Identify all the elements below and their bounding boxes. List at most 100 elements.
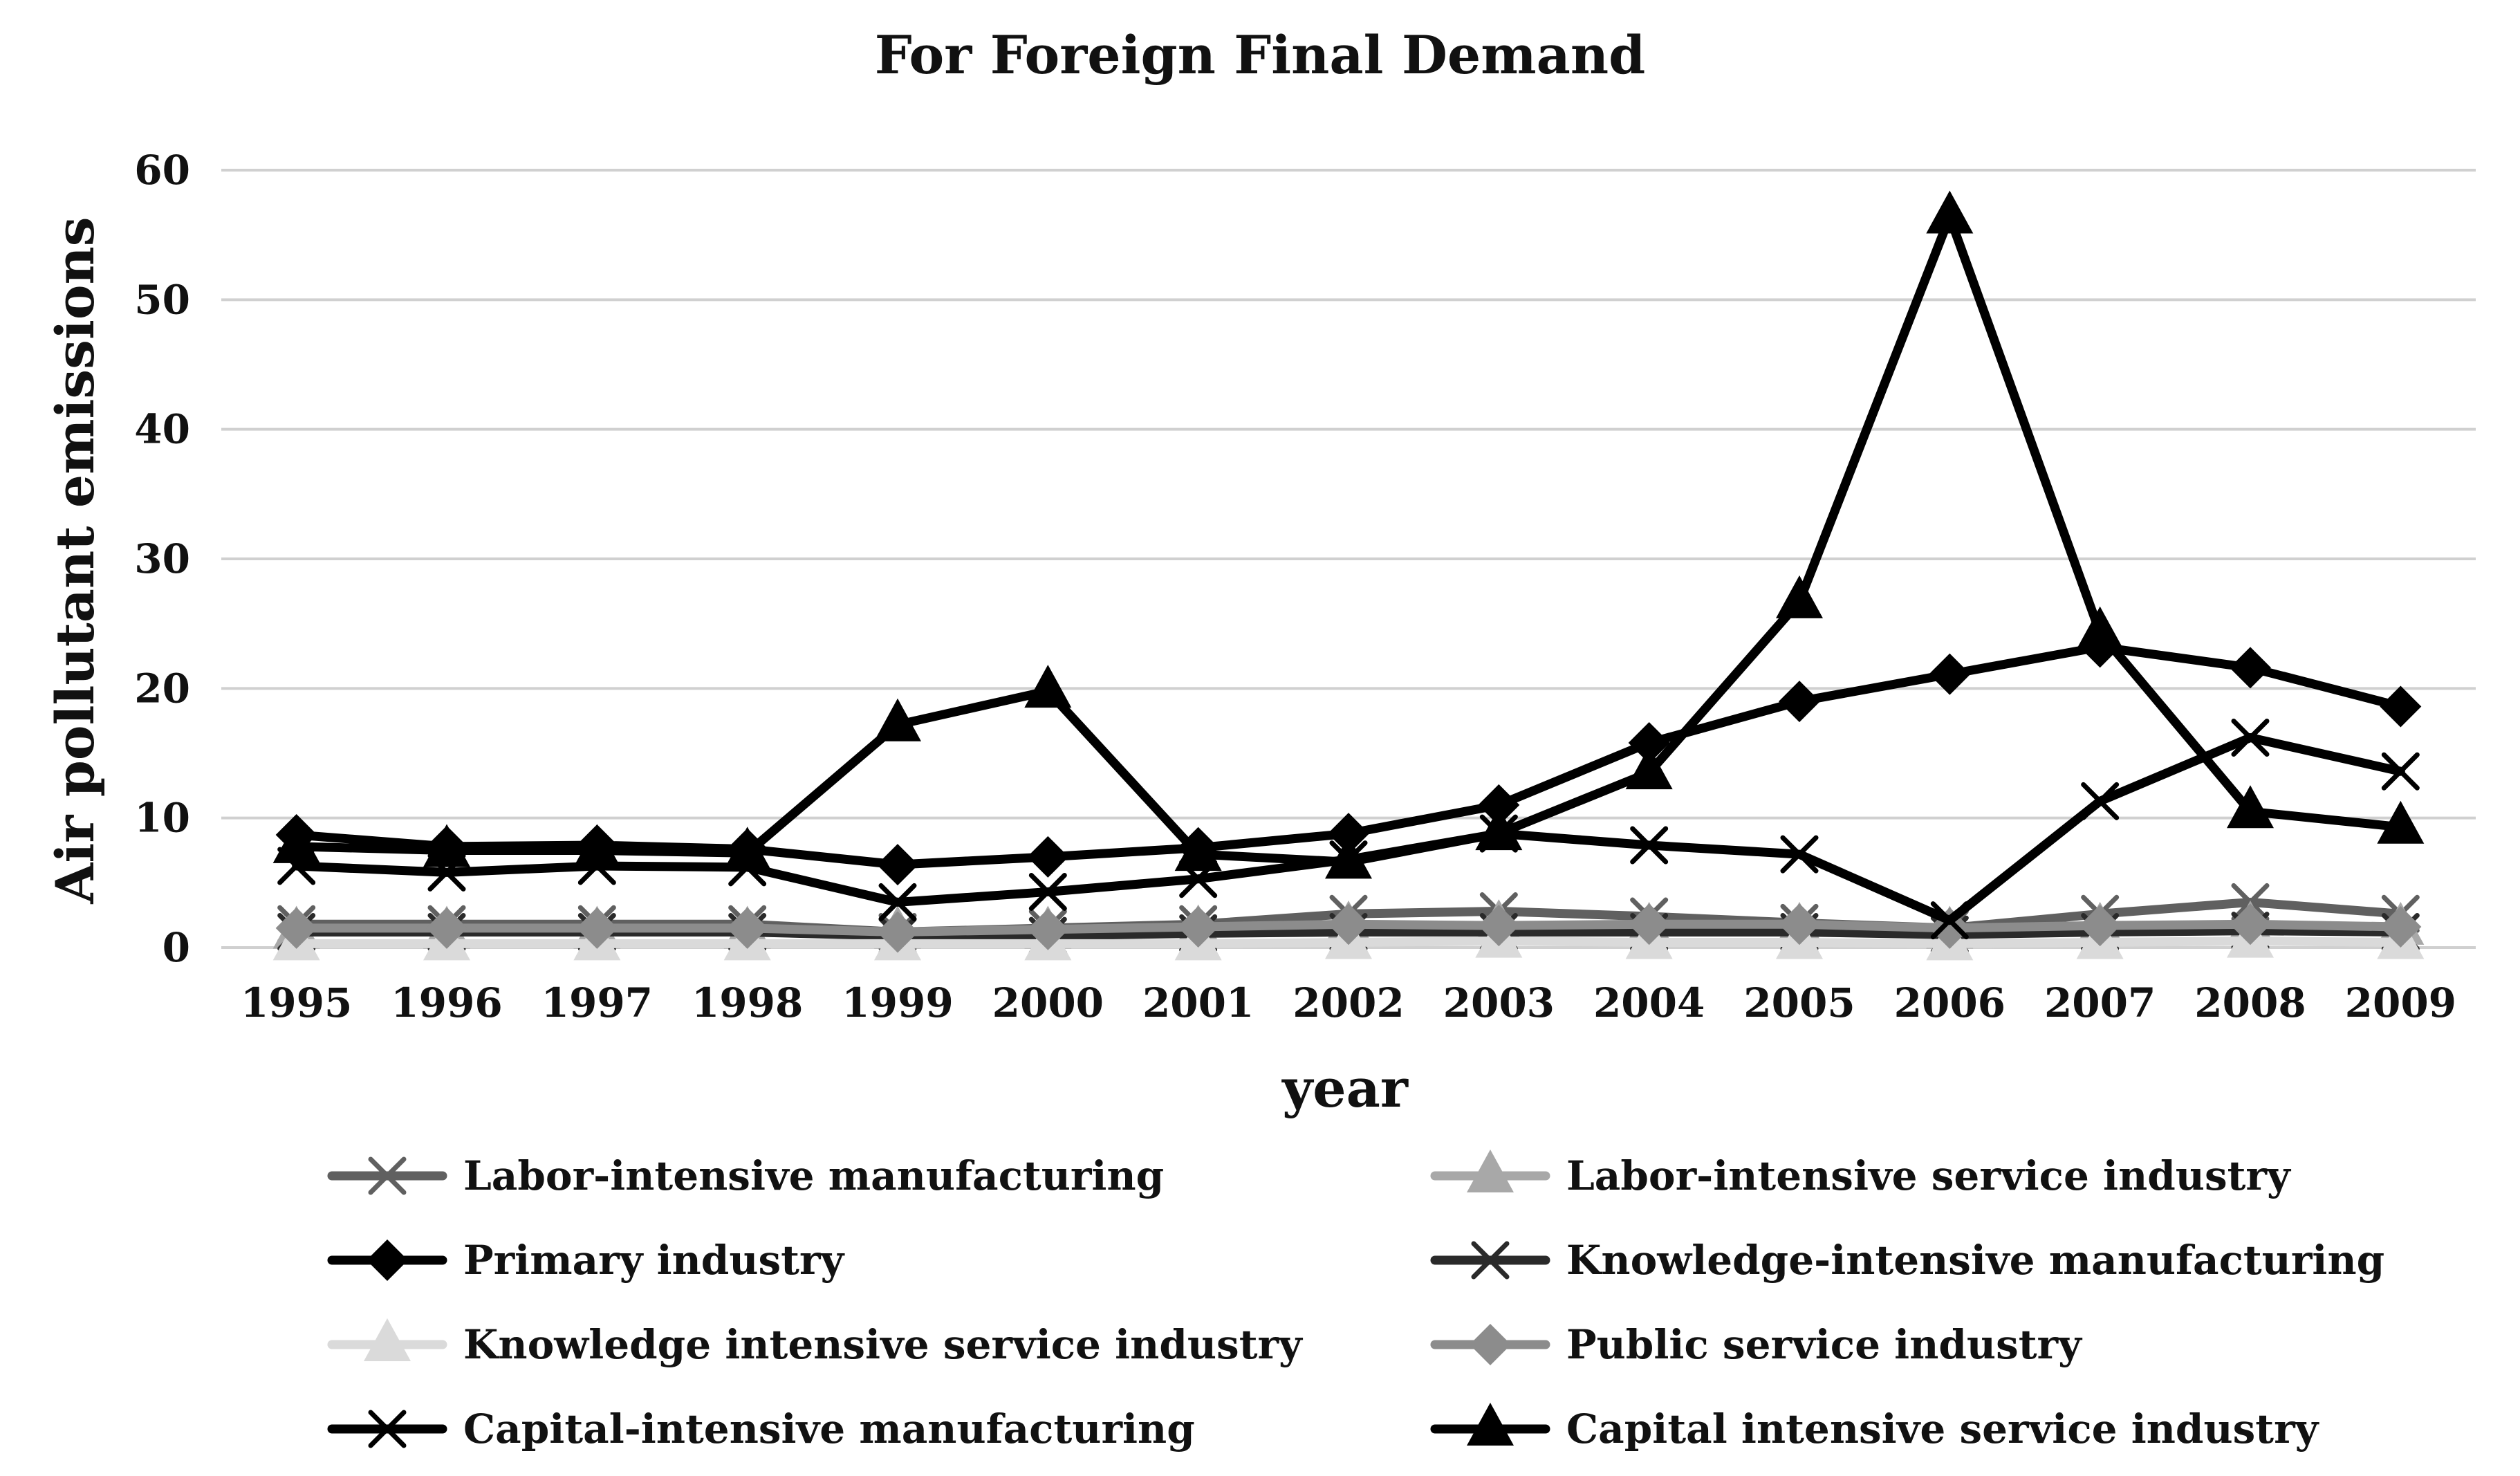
data-point xyxy=(1328,903,1369,945)
data-point xyxy=(573,824,621,867)
x-tick-label: 2008 xyxy=(2194,979,2306,1026)
y-tick-label: 60 xyxy=(134,147,190,194)
data-point xyxy=(1779,903,1820,945)
data-point xyxy=(2377,800,2425,844)
x-tick-label: 1996 xyxy=(391,979,502,1026)
legend-marker xyxy=(367,1239,408,1281)
data-point xyxy=(1177,906,1219,948)
y-tick-label: 50 xyxy=(134,276,190,323)
x-tick-label: 1997 xyxy=(541,979,653,1026)
y-tick-label: 20 xyxy=(134,665,190,712)
data-point xyxy=(1478,784,1520,826)
grid xyxy=(221,169,2476,949)
x-tick-label: 2006 xyxy=(1894,979,2005,1026)
x-tick-label: 1998 xyxy=(692,979,803,1026)
legend-item[interactable]: Knowledge-intensive manufacturing xyxy=(1430,1237,2384,1284)
data-point xyxy=(1930,901,1969,940)
data-point xyxy=(1779,681,1820,723)
legend-item[interactable]: Knowledge intensive service industry xyxy=(327,1318,1304,1368)
x-tick-label: 1999 xyxy=(842,979,953,1026)
data-point xyxy=(1478,905,1520,947)
data-point xyxy=(2079,905,2121,947)
data-point xyxy=(1630,826,1669,865)
data-point xyxy=(877,844,918,886)
x-tick-label: 2000 xyxy=(992,979,1104,1026)
legend-label: Knowledge intensive service industry xyxy=(463,1321,1304,1368)
data-point xyxy=(1328,813,1369,855)
series-line xyxy=(292,212,2405,867)
legend-label: Labor-intensive service industry xyxy=(1566,1152,2292,1199)
x-tick-label: 1995 xyxy=(241,979,352,1026)
legend-label: Capital intensive service industry xyxy=(1566,1405,2320,1452)
legend-item[interactable]: Capital intensive service industry xyxy=(1430,1403,2320,1452)
data-point xyxy=(877,911,918,953)
legend-marker xyxy=(1467,1403,1514,1446)
data-point xyxy=(2230,647,2271,689)
y-tick-label: 30 xyxy=(134,535,190,582)
data-point xyxy=(1926,190,1974,234)
legend-label: Public service industry xyxy=(1566,1321,2083,1368)
data-point xyxy=(2076,606,2124,649)
legend-marker xyxy=(364,1318,411,1361)
data-point xyxy=(1027,908,1069,950)
data-point xyxy=(1325,836,1372,879)
data-point xyxy=(1628,903,1670,945)
legend-label: Labor-intensive manufacturing xyxy=(463,1152,1164,1199)
legend-item[interactable]: Primary industry xyxy=(327,1237,846,1284)
legend-marker xyxy=(368,1410,407,1448)
legend-item[interactable]: Public service industry xyxy=(1430,1321,2083,1368)
data-point xyxy=(426,907,467,949)
data-point xyxy=(723,827,771,870)
x-tick-label: 2005 xyxy=(1743,979,1855,1026)
x-tick-label: 2001 xyxy=(1142,979,1254,1026)
legend-marker xyxy=(1471,1241,1510,1280)
data-point xyxy=(874,698,921,741)
series-group xyxy=(272,190,2425,879)
data-point xyxy=(576,907,618,949)
data-point xyxy=(2081,782,2120,820)
data-point xyxy=(2380,906,2422,948)
y-tick-label: 40 xyxy=(134,406,190,453)
data-point xyxy=(275,907,317,949)
series-lines xyxy=(272,190,2425,961)
data-point xyxy=(2380,685,2422,728)
y-axis-label: Air pollutant emissions xyxy=(44,216,106,904)
data-point xyxy=(1625,746,1673,790)
legend-item[interactable]: Labor-intensive manufacturing xyxy=(327,1152,1164,1199)
data-point xyxy=(1028,872,1067,911)
chart-title: For Foreign Final Demand xyxy=(875,24,1646,86)
x-tick-label: 2003 xyxy=(1443,979,1555,1026)
y-tick-label: 0 xyxy=(163,924,190,971)
data-point xyxy=(1027,836,1069,878)
legend[interactable]: Labor-intensive manufacturing Labor-inten… xyxy=(327,1150,2384,1452)
data-point xyxy=(1776,575,1823,618)
data-point xyxy=(2227,785,2274,829)
data-point xyxy=(423,824,470,867)
legend-marker xyxy=(1467,1150,1514,1192)
legend-item[interactable]: Capital-intensive manufacturing xyxy=(327,1405,1195,1452)
x-axis-ticks: 1995 1996 1997 1998 1999 2000 2001 2002 2003 2004… xyxy=(241,979,2456,1026)
data-point xyxy=(726,907,768,949)
legend-label: Knowledge-intensive manufacturing xyxy=(1566,1237,2384,1284)
data-point xyxy=(1929,653,1971,695)
legend-marker xyxy=(1470,1324,1511,1365)
data-point xyxy=(1024,665,1072,708)
data-point xyxy=(1475,807,1523,851)
x-axis-label: year xyxy=(1281,1058,1409,1119)
x-tick-label: 2002 xyxy=(1293,979,1404,1026)
data-point xyxy=(272,820,320,863)
data-point xyxy=(2231,719,2270,757)
y-axis-ticks: 0 10 20 30 40 50 60 xyxy=(134,147,190,971)
x-tick-label: 2007 xyxy=(2044,979,2156,1026)
data-point xyxy=(2381,752,2420,791)
data-point xyxy=(878,883,917,921)
legend-item[interactable]: Labor-intensive service industry xyxy=(1430,1150,2292,1199)
data-point xyxy=(2230,903,2271,945)
data-point xyxy=(1628,722,1670,764)
legend-label: Primary industry xyxy=(463,1237,846,1284)
data-point xyxy=(1174,828,1222,871)
legend-marker xyxy=(368,1156,407,1195)
legend-label: Capital-intensive manufacturing xyxy=(463,1405,1195,1452)
